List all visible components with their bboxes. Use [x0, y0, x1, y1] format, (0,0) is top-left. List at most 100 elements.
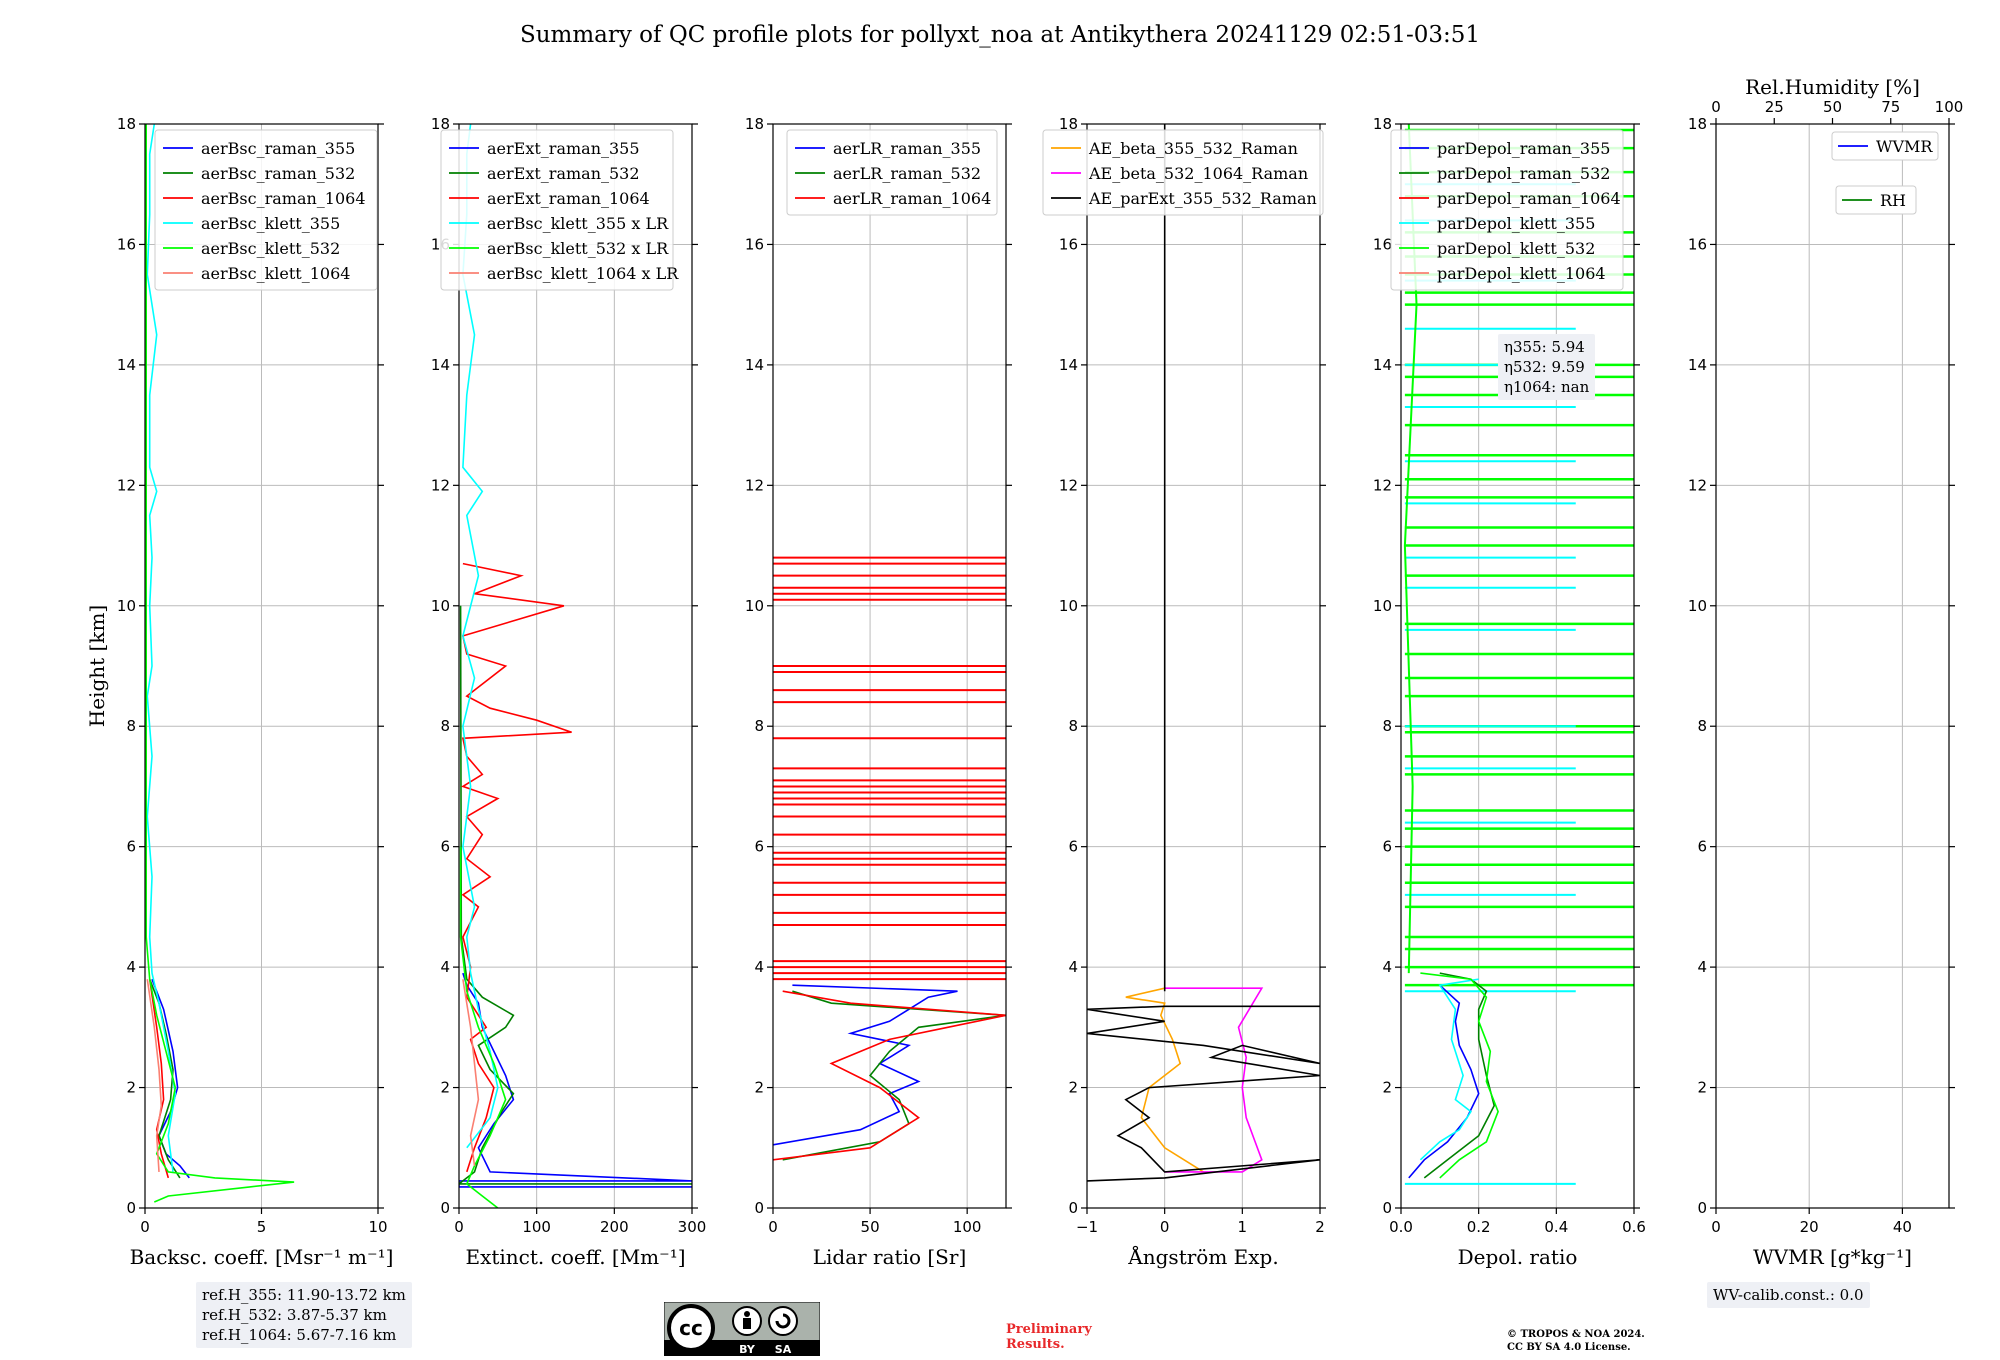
legend-ext: aerExt_raman_355 aerExt_raman_532 aerExt_r… [440, 129, 679, 291]
eta-box: η355: 5.94 η532: 9.59 η1064: nan [1498, 334, 1596, 400]
ref-height-1064: ref.H_1064: 5.67-7.16 km [202, 1326, 397, 1344]
y-tick-label: 16 [1373, 235, 1392, 253]
y-tick-label: 18 [745, 115, 764, 133]
y-tick-label: 0 [440, 1199, 450, 1217]
x-axis-label: Backsc. coeff. [Msr⁻¹ m⁻¹] [130, 1245, 394, 1269]
y-tick-label: 16 [1688, 235, 1707, 253]
eta-1064: η1064: nan [1504, 378, 1590, 396]
series-aerbsc-klett-532-x-lr [459, 846, 507, 1208]
x2-axis-label: Rel.Humidity [%] [1745, 75, 1920, 99]
badge-sa-label: SA [775, 1343, 792, 1356]
legend-entry: aerLR_raman_1064 [833, 189, 991, 208]
plot-area-lr [773, 556, 1006, 1161]
ref-height-box: ref.H_355: 11.90-13.72 km ref.H_532: 3.8… [196, 1282, 412, 1348]
panel-depol: 0.0 0.2 0.4 0.6 0 2 4 6 8 10 12 14 16 18 Depol. ratio p… [1373, 115, 1646, 1269]
plot-area-bsc [145, 124, 295, 1203]
y-tick-label: 18 [1373, 115, 1392, 133]
figure-title: Summary of QC profile plots for pollyxt_… [519, 22, 1481, 48]
y-tick-label: 6 [1697, 838, 1707, 856]
series-ae-parext-355-532-raman [1087, 1005, 1320, 1182]
ref-height-532: ref.H_532: 3.87-5.37 km [202, 1306, 387, 1324]
x-tick-label: 0 [454, 1218, 464, 1236]
y-tick-label: 12 [1059, 476, 1078, 494]
y-tick-label: 6 [440, 838, 450, 856]
y-tick-label: 16 [117, 235, 136, 253]
series-aerbsc-klett-532 [145, 124, 295, 1203]
legend-entry: aerExt_raman_355 [487, 139, 640, 158]
y-tick-label: 12 [431, 476, 450, 494]
x-tick-label: 0 [1711, 1218, 1721, 1236]
series-pardepol-raman-532 [1423, 972, 1496, 1179]
legend-lr: aerLR_raman_355 aerLR_raman_532 aerLR_rama… [786, 129, 998, 216]
x2-tick-label: 100 [1935, 98, 1964, 116]
eta-355: η355: 5.94 [1504, 338, 1585, 356]
series-aerbsc-klett-355 [146, 124, 177, 1173]
y-tick-label: 2 [1068, 1079, 1078, 1097]
y-tick-label: 8 [440, 717, 450, 735]
y-tick-label: 4 [1382, 958, 1392, 976]
legend-entry: aerBsc_klett_532 x LR [487, 239, 669, 258]
y-tick-label: 12 [1373, 476, 1392, 494]
x2-tick-label: 75 [1881, 98, 1900, 116]
y-tick-label: 16 [745, 235, 764, 253]
x-tick-label: 10 [368, 1218, 387, 1236]
legend-entry: parDepol_raman_1064 [1437, 189, 1621, 208]
y-tick-label: 12 [1688, 476, 1707, 494]
wv-calib-text: WV-calib.const.: 0.0 [1713, 1286, 1864, 1304]
y-tick-label: 12 [745, 476, 764, 494]
legend-depol: parDepol_raman_355 parDepol_raman_532 parD… [1390, 129, 1624, 291]
y-tick-label: 14 [1688, 356, 1707, 374]
y-tick-label: 14 [1373, 356, 1392, 374]
legend-entry: aerBsc_klett_532 [201, 239, 340, 258]
series-pardepol-klett-532 [1420, 972, 1499, 1179]
y-tick-label: 18 [431, 115, 450, 133]
x-axis-label: WVMR [g*kg⁻¹] [1753, 1245, 1912, 1269]
x2-tick-label: 25 [1765, 98, 1784, 116]
x-axis-label: Lidar ratio [Sr] [813, 1245, 967, 1269]
y-tick-label: 16 [1059, 235, 1078, 253]
x-tick-label: 0 [140, 1218, 150, 1236]
legend-entry: aerLR_raman_355 [833, 139, 981, 158]
plot-area-ext [459, 124, 692, 1208]
x-tick-label: 50 [861, 1218, 880, 1236]
y-tick-label: 8 [126, 717, 136, 735]
series-aerext-raman-532 [459, 605, 692, 1185]
legend-entry: AE_beta_532_1064_Raman [1088, 164, 1308, 183]
y-tick-label: 2 [1697, 1079, 1707, 1097]
y-tick-label: 4 [1068, 958, 1078, 976]
series-aerlr-raman-532 [782, 990, 1006, 1161]
series-aerbsc-klett-1064 [146, 979, 163, 1172]
ref-height-355: ref.H_355: 11.90-13.72 km [202, 1286, 406, 1304]
legend-entry: aerExt_raman_1064 [487, 189, 650, 208]
cc-logo-icon [667, 1304, 715, 1352]
y-tick-label: 18 [1688, 115, 1707, 133]
legend-entry: aerBsc_raman_355 [201, 139, 355, 158]
badge-by-label: BY [739, 1343, 756, 1356]
y-tick-label: 4 [1697, 958, 1707, 976]
y-tick-label: 14 [117, 356, 136, 374]
axes-frame [772, 123, 1007, 1209]
series-aerbsc-klett-1064-x-lr [462, 979, 480, 1166]
plot-area-ae [1087, 124, 1320, 1182]
axes-frame [458, 123, 693, 1209]
x-tick-label: 0.4 [1544, 1218, 1568, 1236]
x-tick-label: 1 [1238, 1218, 1248, 1236]
x2-tick-label: 0 [1711, 98, 1721, 116]
copyright-note: © TROPOS & NOA 2024. CC BY SA 4.0 Licens… [1507, 1328, 1645, 1354]
axes-frame [1086, 123, 1321, 1209]
x-axis-label: Extinct. coeff. [Mm⁻¹] [465, 1245, 685, 1269]
wv-calib-box: WV-calib.const.: 0.0 [1707, 1282, 1870, 1308]
y-axis-label: Height [km] [85, 605, 109, 727]
series-pardepol-klett-355 [1419, 978, 1479, 1161]
x-tick-label: 200 [600, 1218, 629, 1236]
series-ae-beta-355-532-raman [1125, 987, 1204, 1173]
legend-entry: RH [1880, 191, 1906, 210]
y-tick-label: 0 [1697, 1199, 1707, 1217]
y-tick-label: 18 [1059, 115, 1078, 133]
legend-ae: AE_beta_355_532_Raman AE_beta_532_1064_Ra… [1042, 129, 1324, 216]
y-tick-label: 14 [1059, 356, 1078, 374]
legend-entry: parDepol_klett_1064 [1437, 264, 1606, 283]
y-tick-label: 12 [117, 476, 136, 494]
